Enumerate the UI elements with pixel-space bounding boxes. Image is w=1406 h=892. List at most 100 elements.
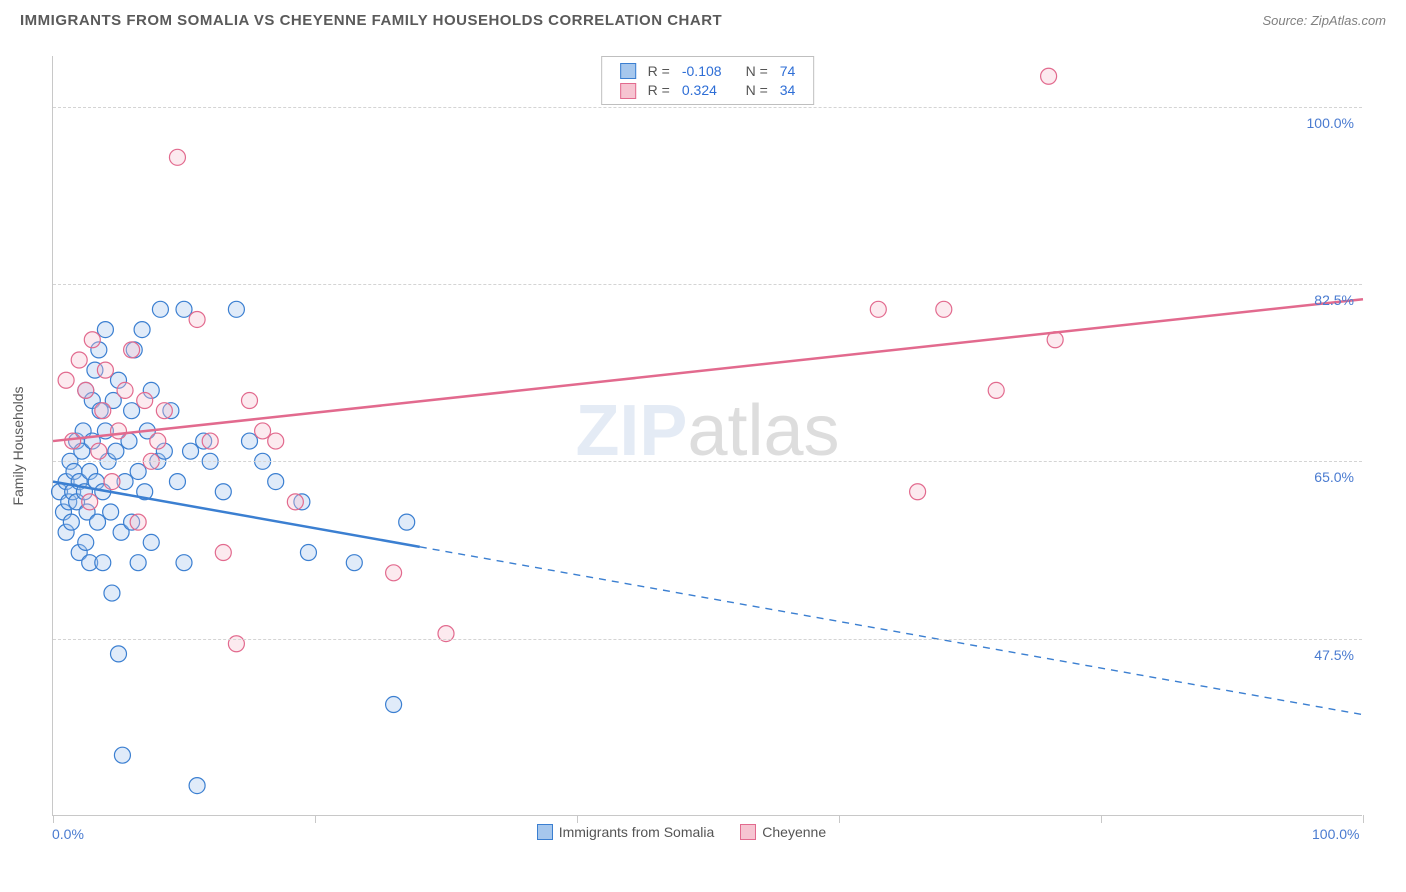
data-point [242,433,258,449]
x-tick-label: 100.0% [1312,826,1359,842]
x-tick [53,815,54,823]
data-point [189,311,205,327]
data-point [255,423,271,439]
data-point [63,514,79,530]
data-point [189,778,205,794]
x-tick [577,815,578,823]
n-label: N = [740,80,774,99]
data-point [104,474,120,490]
r-label: R = [642,80,676,99]
data-point [150,433,166,449]
x-tick [839,815,840,823]
data-point [386,697,402,713]
legend-swatch [740,824,756,840]
data-point [111,423,127,439]
data-point [386,565,402,581]
data-point [143,534,159,550]
y-axis-label: Family Households [10,386,26,505]
data-point [134,322,150,338]
chart-plot-area: ZIPatlas R =-0.108N =74R =0.324N =34 47.… [52,56,1362,816]
data-point [130,463,146,479]
stats-row: R =-0.108N =74 [614,61,802,80]
data-point [215,484,231,500]
x-tick [1363,815,1364,823]
data-point [156,403,172,419]
data-point [169,149,185,165]
data-point [988,382,1004,398]
scatter-svg [53,56,1362,815]
y-tick-label: 100.0% [1307,115,1354,131]
x-tick [1101,815,1102,823]
data-point [152,301,168,317]
data-point [78,534,94,550]
data-point [202,433,218,449]
legend-label: Cheyenne [762,824,826,840]
data-point [268,474,284,490]
data-point [936,301,952,317]
correlation-stats-box: R =-0.108N =74R =0.324 N =34 [601,56,815,105]
y-tick-label: 47.5% [1314,647,1354,663]
x-tick [315,815,316,823]
n-value: 74 [774,61,802,80]
data-point [82,494,98,510]
data-point [103,504,119,520]
r-label: R = [642,61,676,80]
data-point [104,585,120,601]
data-point [90,514,106,530]
legend-swatch [537,824,553,840]
source-label: Source: ZipAtlas.com [1262,13,1386,28]
data-point [78,382,94,398]
data-point [124,403,140,419]
series-legend: Immigrants from Somalia Cheyenne [537,824,826,840]
legend-label: Immigrants from Somalia [559,824,715,840]
x-tick-label: 0.0% [52,826,84,842]
data-point [399,514,415,530]
data-point [117,382,133,398]
data-point [176,301,192,317]
data-point [58,372,74,388]
trend-line-solid [53,299,1363,441]
data-point [215,545,231,561]
data-point [176,555,192,571]
data-point [114,747,130,763]
data-point [91,443,107,459]
gridline [53,107,1362,108]
data-point [124,342,140,358]
data-point [97,322,113,338]
data-point [1041,68,1057,84]
data-point [65,433,81,449]
data-point [111,646,127,662]
data-point [300,545,316,561]
legend-item: Cheyenne [740,824,826,840]
trend-line-dashed [420,547,1363,715]
data-point [71,352,87,368]
data-point [169,474,185,490]
stats-row: R =0.324 N =34 [614,80,802,99]
r-value: -0.108 [676,61,728,80]
data-point [130,514,146,530]
gridline [53,639,1362,640]
data-point [910,484,926,500]
n-value: 34 [774,80,802,99]
data-point [97,362,113,378]
chart-header: IMMIGRANTS FROM SOMALIA VS CHEYENNE FAMI… [0,0,1406,40]
data-point [183,443,199,459]
y-tick-label: 82.5% [1314,292,1354,308]
data-point [242,393,258,409]
data-point [268,433,284,449]
legend-swatch [620,83,636,99]
legend-swatch [620,63,636,79]
r-value: 0.324 [676,80,728,99]
data-point [870,301,886,317]
y-tick-label: 65.0% [1314,469,1354,485]
data-point [287,494,303,510]
data-point [95,555,111,571]
gridline [53,461,1362,462]
data-point [84,332,100,348]
legend-item: Immigrants from Somalia [537,824,715,840]
data-point [108,443,124,459]
data-point [346,555,362,571]
data-point [95,403,111,419]
data-point [137,393,153,409]
stats-table: R =-0.108N =74R =0.324 N =34 [614,61,802,100]
